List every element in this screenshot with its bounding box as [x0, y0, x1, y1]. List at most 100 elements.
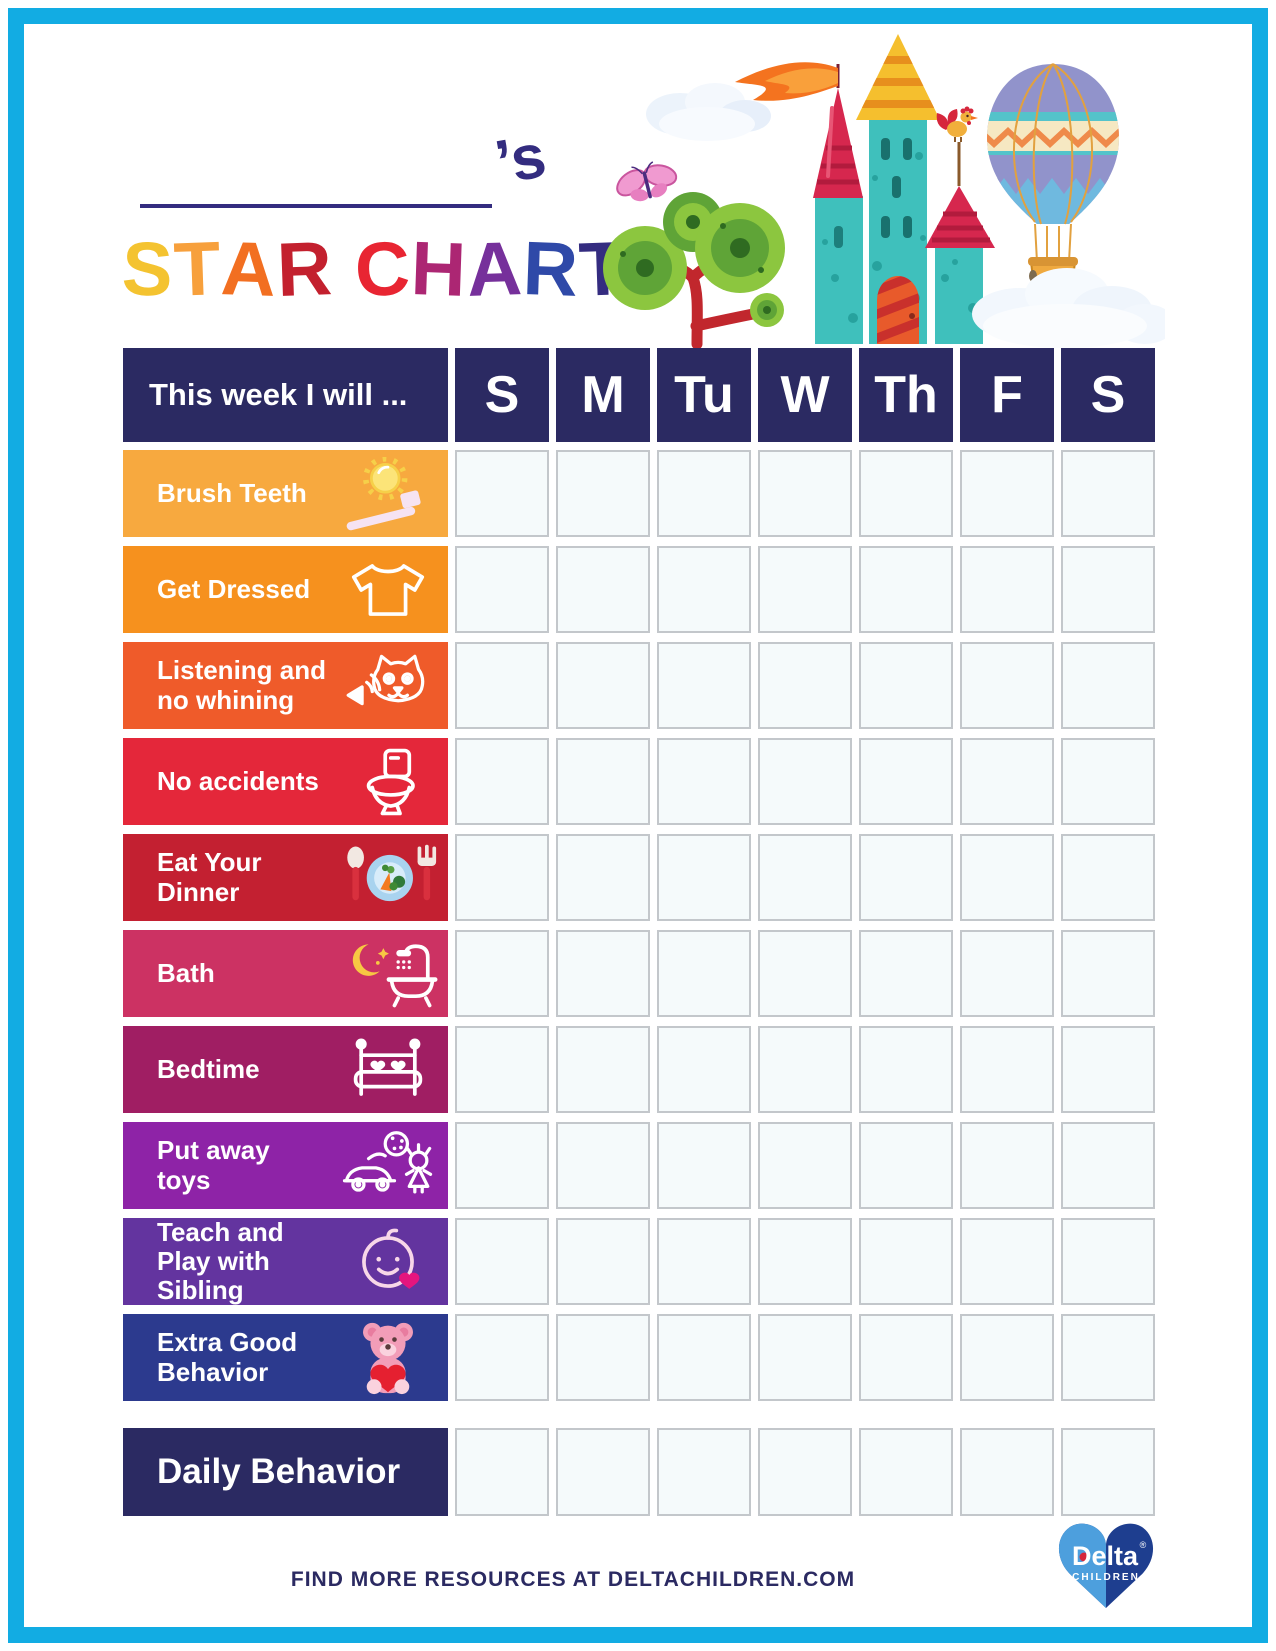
- star-cell[interactable]: [758, 1026, 852, 1113]
- star-cell[interactable]: [556, 450, 650, 537]
- star-cell[interactable]: [657, 1428, 751, 1516]
- star-cell[interactable]: [455, 1026, 549, 1113]
- star-cell[interactable]: [859, 1428, 953, 1516]
- day-letter: Tu: [674, 366, 734, 424]
- star-cell[interactable]: [556, 1026, 650, 1113]
- star-cell[interactable]: [960, 738, 1054, 825]
- star-cell[interactable]: [657, 1218, 751, 1306]
- task-label-text: Eat Your Dinner: [157, 847, 262, 907]
- cloud-icon: [972, 268, 1165, 348]
- task-label: Extra Good Behavior: [123, 1314, 448, 1401]
- star-cell[interactable]: [960, 1428, 1054, 1516]
- star-cell[interactable]: [960, 642, 1054, 729]
- star-cell[interactable]: [859, 930, 953, 1017]
- star-cell[interactable]: [1061, 1026, 1155, 1113]
- star-cell[interactable]: [758, 834, 852, 921]
- star-cell[interactable]: [758, 738, 852, 825]
- star-cell[interactable]: [1061, 1218, 1155, 1306]
- star-cell[interactable]: [657, 1314, 751, 1401]
- task-label-text: Bedtime: [157, 1053, 260, 1084]
- star-cell[interactable]: [1061, 834, 1155, 921]
- star-cell[interactable]: [758, 450, 852, 537]
- star-cell[interactable]: [657, 546, 751, 633]
- star-cell[interactable]: [758, 930, 852, 1017]
- star-cell[interactable]: [556, 1218, 650, 1306]
- star-cell[interactable]: [1061, 1314, 1155, 1401]
- star-cell[interactable]: [556, 642, 650, 729]
- star-cell[interactable]: [960, 1026, 1054, 1113]
- star-cell[interactable]: [960, 1314, 1054, 1401]
- task-label: Eat Your Dinner: [123, 834, 448, 921]
- star-cell[interactable]: [455, 834, 549, 921]
- star-cell[interactable]: [556, 1122, 650, 1209]
- star-cell[interactable]: [859, 1314, 953, 1401]
- star-cell[interactable]: [455, 1218, 549, 1306]
- day-letter: W: [780, 366, 830, 424]
- star-cell[interactable]: [556, 546, 650, 633]
- star-cell[interactable]: [758, 642, 852, 729]
- star-cell[interactable]: [556, 930, 650, 1017]
- star-cell[interactable]: [1061, 738, 1155, 825]
- star-cell[interactable]: [455, 450, 549, 537]
- star-cell[interactable]: [455, 738, 549, 825]
- star-cell[interactable]: [859, 1218, 953, 1306]
- star-cell[interactable]: [1061, 546, 1155, 633]
- star-cell[interactable]: [657, 1026, 751, 1113]
- star-cell[interactable]: [1061, 642, 1155, 729]
- table-header-label: This week I will ...: [123, 348, 448, 442]
- task-label: Brush Teeth: [123, 450, 448, 537]
- star-cell[interactable]: [859, 738, 953, 825]
- star-cell[interactable]: [455, 1314, 549, 1401]
- toothbrush-sun-icon: [336, 457, 440, 531]
- task-label: Listening and no whining: [123, 642, 448, 729]
- star-cell[interactable]: [657, 450, 751, 537]
- star-cell[interactable]: [1061, 450, 1155, 537]
- star-cell[interactable]: [960, 1122, 1054, 1209]
- star-cell[interactable]: [556, 1428, 650, 1516]
- star-cell[interactable]: [859, 834, 953, 921]
- name-input-line[interactable]: [140, 150, 492, 208]
- star-cell[interactable]: [1061, 1122, 1155, 1209]
- star-cell[interactable]: [657, 930, 751, 1017]
- task-label-text: Get Dressed: [157, 573, 311, 604]
- star-cell[interactable]: [657, 642, 751, 729]
- day-letter: M: [581, 366, 625, 424]
- star-cell[interactable]: [758, 1122, 852, 1209]
- star-cell[interactable]: [455, 546, 549, 633]
- star-cell[interactable]: [556, 1314, 650, 1401]
- star-cell[interactable]: [859, 546, 953, 633]
- star-cell[interactable]: [960, 546, 1054, 633]
- toilet-icon: [336, 745, 440, 819]
- name-suffix: ’s: [490, 121, 552, 198]
- star-cell[interactable]: [1061, 1428, 1155, 1516]
- star-cell[interactable]: [859, 1122, 953, 1209]
- star-cell[interactable]: [960, 930, 1054, 1017]
- star-cell[interactable]: [758, 1314, 852, 1401]
- day-header-3-w: W: [758, 348, 852, 442]
- star-cell[interactable]: [859, 450, 953, 537]
- task-row: Eat Your Dinner: [123, 834, 1155, 921]
- star-cell[interactable]: [455, 642, 549, 729]
- star-cell[interactable]: [960, 1218, 1054, 1306]
- star-cell[interactable]: [556, 834, 650, 921]
- star-cell[interactable]: [960, 450, 1054, 537]
- star-cell[interactable]: [556, 738, 650, 825]
- star-cell[interactable]: [455, 1122, 549, 1209]
- star-cell[interactable]: [657, 738, 751, 825]
- star-cell[interactable]: [859, 642, 953, 729]
- star-cell[interactable]: [657, 834, 751, 921]
- day-header-1-m: M: [556, 348, 650, 442]
- star-cell[interactable]: [758, 1218, 852, 1306]
- star-cell[interactable]: [1061, 930, 1155, 1017]
- star-cell[interactable]: [758, 546, 852, 633]
- star-cell[interactable]: [455, 930, 549, 1017]
- star-cell[interactable]: [960, 834, 1054, 921]
- star-cell[interactable]: [859, 1026, 953, 1113]
- day-letter: F: [991, 366, 1023, 424]
- title-letter: C: [353, 226, 413, 313]
- star-cell[interactable]: [455, 1428, 549, 1516]
- star-cell[interactable]: [657, 1122, 751, 1209]
- star-cell[interactable]: [758, 1428, 852, 1516]
- task-label: Bath: [123, 930, 448, 1017]
- task-row: Get Dressed: [123, 546, 1155, 633]
